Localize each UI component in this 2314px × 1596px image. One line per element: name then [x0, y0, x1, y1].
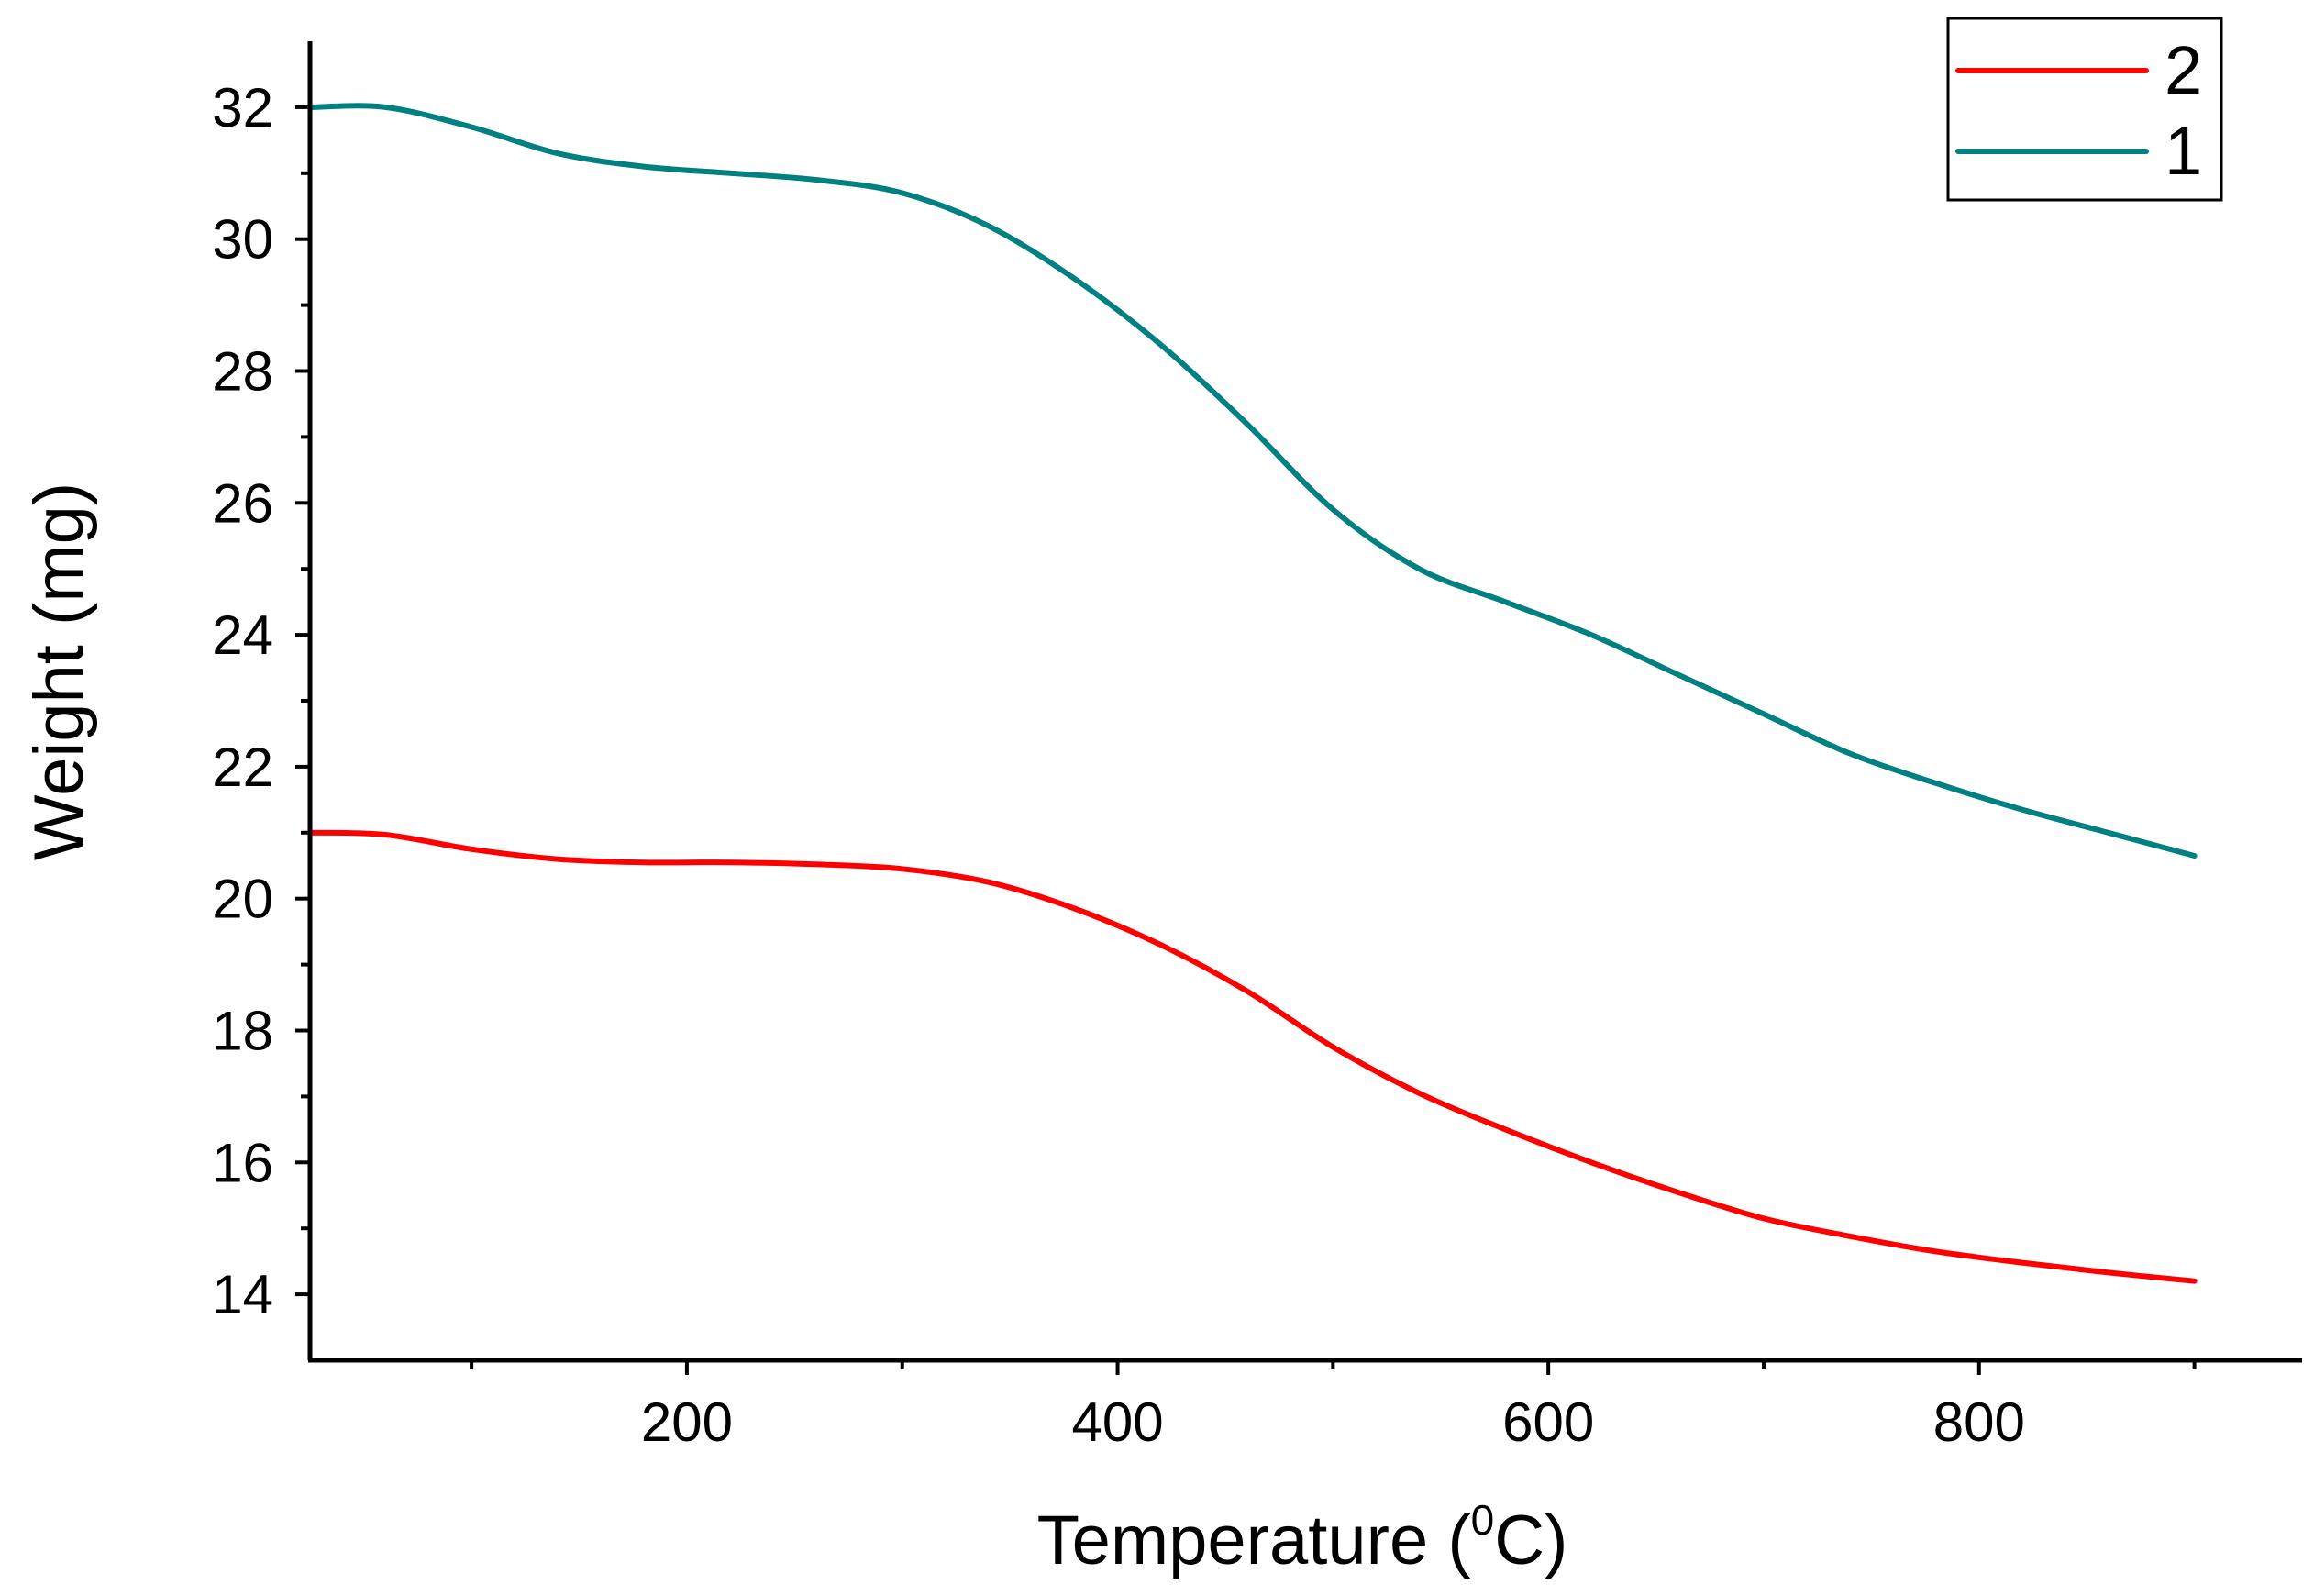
x-tick-label: 600 [1502, 1391, 1594, 1453]
y-tick-label: 18 [212, 1001, 273, 1062]
y-tick-label: 32 [212, 77, 273, 139]
y-axis-title: Weight (mg) [20, 482, 98, 860]
y-tick-label: 22 [212, 737, 273, 798]
y-tick-label: 14 [212, 1264, 273, 1325]
series-layer [307, 103, 2198, 1284]
x-tick-label: 400 [1071, 1391, 1163, 1453]
y-tick-label: 16 [212, 1132, 273, 1193]
series-line-1 [307, 103, 2198, 859]
legend-label-series-2: 2 [2165, 32, 2202, 108]
x-axis-title-suffix: C) [1494, 1502, 1567, 1579]
x-axis-title-superscript: 0 [1471, 1496, 1495, 1544]
x-axis-title-main: Temperature ( [1037, 1502, 1471, 1579]
series-line-2 [307, 829, 2198, 1284]
legend-label-series-1: 1 [2165, 113, 2202, 189]
x-tick-label: 200 [641, 1391, 733, 1453]
y-tick-label: 24 [212, 604, 273, 666]
y-tick-label: 28 [212, 341, 273, 403]
x-axis-title: Temperature (0C) [1037, 1496, 1568, 1579]
legend: 2 1 [1946, 17, 2223, 202]
legend-box [1946, 17, 2223, 202]
y-tick-label: 20 [212, 869, 273, 930]
y-axis-ticks: 14 16 18 20 22 24 26 28 30 32 [212, 77, 310, 1325]
x-tick-label: 800 [1933, 1391, 2025, 1453]
x-axis-ticks: 200 400 600 800 [470, 1360, 2197, 1453]
y-tick-label: 30 [212, 209, 273, 271]
y-tick-label: 26 [212, 472, 273, 534]
